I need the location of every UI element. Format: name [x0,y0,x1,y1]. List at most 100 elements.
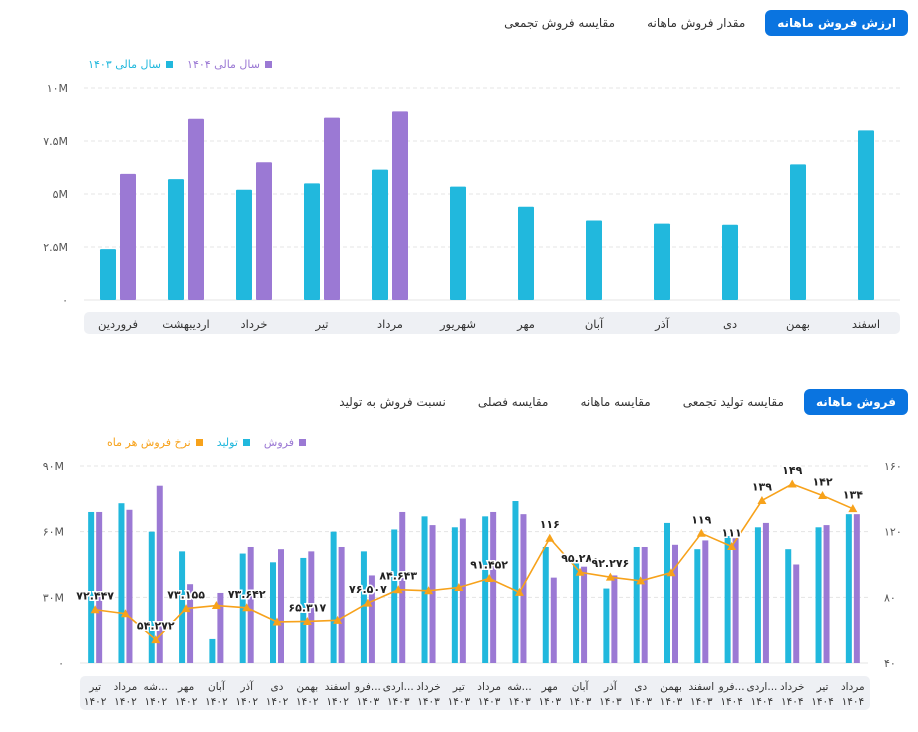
bar-production[interactable] [330,531,337,663]
bar-sales[interactable] [672,544,678,663]
legend-item-1403[interactable]: سال مالی ۱۴۰۳ [88,58,174,71]
tab-monthly-comparison[interactable]: مقایسه ماهانه [580,395,651,409]
bar-production[interactable] [785,549,792,663]
tab-cumulative-sales-comparison[interactable]: مقایسه فروش تجمعی [504,16,616,30]
bar-production[interactable] [482,516,489,663]
bar-sales[interactable] [217,592,224,663]
bar-sales[interactable] [490,511,497,663]
bar-sales[interactable] [187,584,194,663]
bar-1403[interactable] [304,183,320,300]
bar-production[interactable] [391,529,398,663]
bar-1403[interactable] [518,206,534,300]
bar-production[interactable] [88,511,95,663]
bar-production[interactable] [118,503,125,663]
bar-1403[interactable] [586,220,602,301]
sales-rate-point[interactable] [696,528,706,537]
tab-monthly-sales[interactable]: فروش ماهانه [803,389,908,415]
bar-production[interactable] [724,536,731,663]
sales-rate-point[interactable] [545,533,555,542]
bar-sales[interactable] [520,514,527,663]
sales-rate-point[interactable] [272,617,282,626]
bar-production[interactable] [664,522,670,663]
bar-sales[interactable] [96,511,103,663]
bar-production[interactable] [421,516,428,663]
sales-rate-point[interactable] [818,491,828,500]
bar-sales[interactable] [126,509,133,663]
sales-rate-point[interactable] [242,603,252,612]
sales-rate-point[interactable] [90,605,100,614]
tab-monthly-sales-value[interactable]: ارزش فروش ماهانه [765,10,908,36]
sales-rate-point[interactable] [151,635,161,644]
bar-1404[interactable] [324,117,340,301]
tab-seasonal-comparison[interactable]: مقایسه فصلی [477,395,549,409]
bar-1403[interactable] [858,130,874,300]
bar-production[interactable] [694,549,701,663]
bar-sales[interactable] [762,522,769,663]
legend-item-production[interactable]: تولید [217,436,250,449]
bar-sales[interactable] [823,525,830,663]
bar-sales[interactable] [641,546,648,663]
bar-sales[interactable] [702,540,709,663]
bar-production[interactable] [300,557,307,663]
bar-production[interactable] [573,562,580,663]
tab-cumulative-production-comparison[interactable]: مقایسه تولید تجمعی [682,395,784,409]
sales-rate-point[interactable] [757,495,767,504]
bar-1403[interactable] [236,189,252,300]
bar-1404[interactable] [188,118,204,301]
bar-sales[interactable] [611,575,618,663]
bar-production[interactable] [148,531,155,663]
legend-item-1404[interactable]: سال مالی ۱۴۰۴ [187,58,272,71]
sales-rate-point[interactable] [787,479,797,488]
bar-production[interactable] [633,546,640,663]
sales-rate-point[interactable] [666,568,676,577]
bar-production[interactable] [451,527,458,663]
bar-1403[interactable] [654,223,670,300]
bar-1403[interactable] [372,169,388,300]
sales-rate-point[interactable] [575,567,585,576]
bar-sales[interactable] [853,514,860,663]
legend-item-sales-rate[interactable]: نرخ فروش هر ماه [107,436,203,449]
bar-production[interactable] [209,638,216,663]
bar-sales[interactable] [338,546,345,663]
sales-rate-point[interactable] [333,615,343,624]
bar-production[interactable] [512,501,519,663]
bar-sales[interactable] [581,566,588,663]
bar-1404[interactable] [392,111,408,300]
bar-sales[interactable] [793,564,800,664]
bar-1403[interactable] [790,164,806,300]
bar-sales[interactable] [156,485,163,663]
bar-sales[interactable] [308,551,315,663]
sales-rate-point[interactable] [363,598,373,607]
bar-production[interactable] [845,514,852,663]
sales-rate-point[interactable] [120,609,130,618]
bar-sales[interactable] [732,538,739,663]
bar-1403[interactable] [450,186,466,300]
bar-sales[interactable] [550,577,557,663]
sales-rate-point[interactable] [848,504,858,513]
bar-1403[interactable] [168,179,184,300]
sales-rate-point[interactable] [302,616,312,625]
bar-production[interactable] [542,546,549,663]
sales-rate-point[interactable] [605,572,615,581]
bar-production[interactable] [270,562,276,663]
sales-rate-point[interactable] [211,601,221,610]
bar-1404[interactable] [256,162,272,300]
bar-sales[interactable] [399,511,406,663]
sales-rate-point[interactable] [514,587,524,596]
bar-sales[interactable] [247,546,254,663]
bar-1404[interactable] [120,173,136,300]
sales-rate-point[interactable] [636,576,646,585]
bar-1403[interactable] [722,224,738,300]
sales-rate-point[interactable] [454,582,464,591]
tab-monthly-sales-quantity[interactable]: مقدار فروش ماهانه [647,16,746,30]
sales-rate-point[interactable] [484,574,494,583]
sales-rate-point[interactable] [181,604,191,613]
bar-production[interactable] [179,551,186,663]
tab-sales-to-production-ratio[interactable]: نسبت فروش به تولید [339,395,446,409]
bar-sales[interactable] [368,575,375,663]
sales-rate-point[interactable] [424,586,434,595]
bar-production[interactable] [360,551,367,663]
bar-production[interactable] [603,588,610,663]
sales-rate-point[interactable] [727,541,737,550]
bar-sales[interactable] [278,549,284,663]
